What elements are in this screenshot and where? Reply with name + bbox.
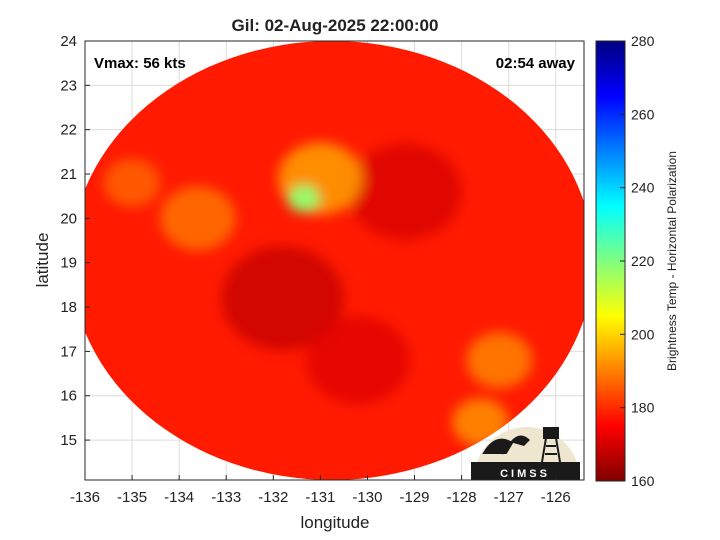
swath-background [85,41,584,480]
logo-dish-icon-2 [510,435,530,446]
y-axis: 15 16 17 18 19 20 21 22 23 24 [60,33,90,449]
y-tick-label: 19 [60,255,77,272]
swath-image [85,41,584,480]
brightness-feature-warm-core [287,184,321,213]
colorbar-label: Brightness Temp - Horizontal Polarizatio… [665,151,679,371]
colorbar-ticks: 160 180 200 220 240 260 280 [620,33,655,489]
x-tick-label: -133 [211,489,241,506]
brightness-feature-cold-region [221,246,344,351]
x-tick-label: -132 [258,489,288,506]
x-tick-label: -127 [494,489,524,506]
x-tick-label: -128 [447,489,477,506]
y-tick-label: 17 [60,343,77,360]
logo-text: CIMSS [500,468,550,480]
y-tick-label: 20 [60,210,77,227]
y-tick-label: 15 [60,432,77,449]
x-tick-label: -136 [70,489,100,506]
logo-tower-icon [541,427,561,463]
time-away-label: 02:54 away [496,55,576,72]
x-axis: -136 -135 -134 -133 -132 -131 -130 -129 -128 -127… [70,475,571,506]
colorbar-tick-label: 180 [631,400,655,416]
x-tick-label: -131 [305,489,335,506]
logo-ground [471,462,580,480]
y-axis-label: latitude [33,233,52,288]
brightness-feature-cold-region [348,143,462,240]
x-tick-label: -134 [164,489,194,506]
y-tick-label: 21 [60,166,77,183]
y-tick-label: 16 [60,388,77,405]
colorbar-tick-label: 280 [631,33,655,49]
y-tick-label: 23 [60,77,77,94]
brightness-feature-warm-band [466,332,533,389]
y-tick-label: 22 [60,122,77,139]
colorbar-tick-label: 260 [631,106,655,122]
brightness-feature-warm-band [103,158,161,207]
x-tick-label: -126 [541,489,571,506]
logo-dish-icon [482,438,514,455]
vmax-label: Vmax: 56 kts [94,55,186,72]
x-tick-label: -135 [117,489,147,506]
cimss-logo: CIMSS [471,427,580,480]
colorbar-tick-label: 220 [631,253,655,269]
brightness-feature-warm-band [160,186,236,251]
colorbar-tick-label: 200 [631,326,655,342]
brightness-features [103,142,533,447]
chart-title: Gil: 02-Aug-2025 22:00:00 [232,16,439,35]
colorbar-tick-label: 160 [631,473,655,489]
plot-frame [84,40,585,481]
colorbar-tick-label: 240 [631,180,655,196]
x-axis-label: longitude [300,513,369,532]
y-tick-label: 24 [60,33,77,50]
y-tick-label: 18 [60,299,77,316]
brightness-feature-cold-region [306,316,410,405]
x-tick-label: -130 [352,489,382,506]
x-tick-label: -129 [400,489,430,506]
